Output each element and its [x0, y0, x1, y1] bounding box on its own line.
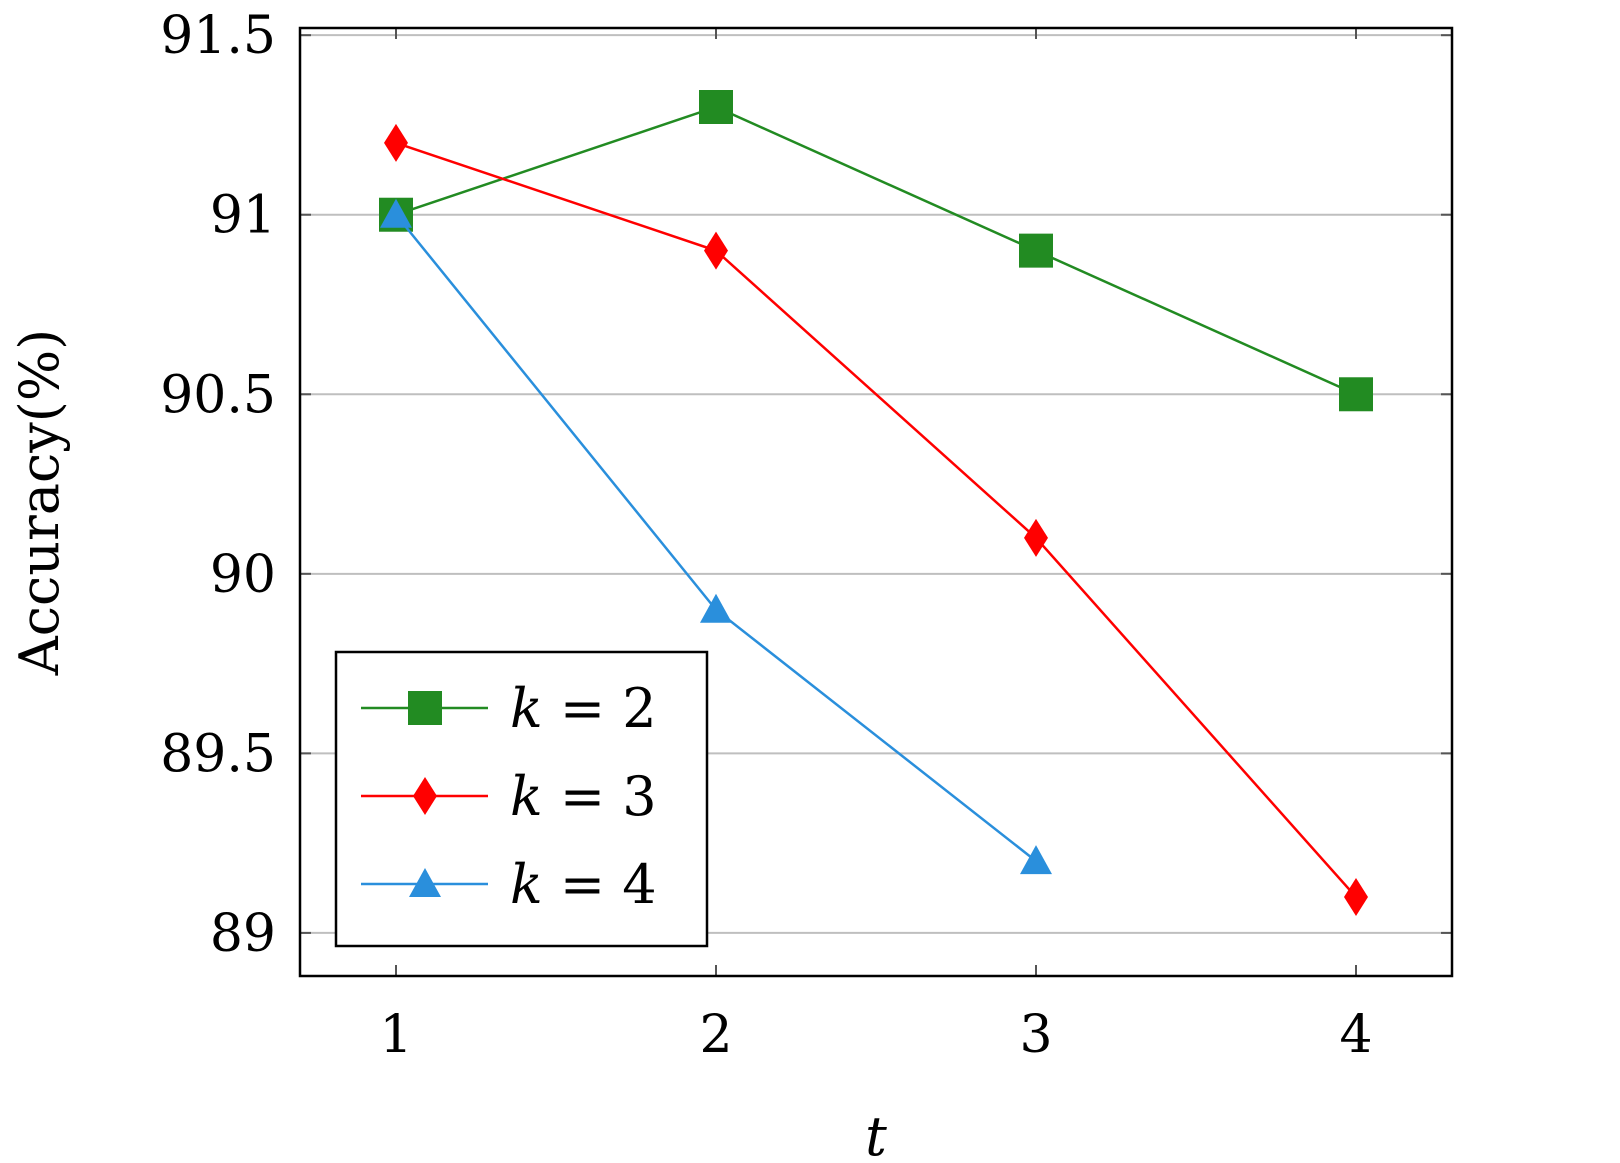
x-tick-label: 4: [1339, 1005, 1372, 1065]
data-point: [380, 198, 412, 228]
x-tick-label: 1: [379, 1005, 412, 1065]
data-point: [1339, 377, 1373, 412]
legend-label: k = 2: [510, 677, 657, 740]
x-tick-label: 2: [699, 1005, 732, 1065]
y-tick-labels: 89 89.5 90 90.5 91 91.5: [160, 6, 276, 964]
data-point: [1344, 878, 1368, 916]
y-tick-label: 90: [210, 545, 276, 605]
series-line: [395, 105, 1357, 396]
axis-ticks: [300, 28, 1452, 976]
series-k-2: [379, 90, 1373, 412]
y-tick-label: 90.5: [160, 365, 276, 425]
series-line: [395, 141, 1357, 898]
legend-entry: k = 2: [361, 677, 657, 740]
data-point: [1019, 233, 1053, 268]
data-point: [384, 123, 408, 162]
y-axis-label: Accuracy(%): [8, 329, 71, 676]
data-point: [700, 593, 732, 623]
legend-entry: k = 3: [361, 765, 657, 828]
legend-marker: [409, 868, 441, 897]
y-tick-label: 91: [210, 186, 276, 246]
legend-entry: k = 4: [361, 853, 657, 916]
legend-entries: k = 2 k = 3 k = 4: [361, 677, 657, 916]
y-tick-label: 91.5: [160, 6, 276, 66]
legend-box: [334, 650, 709, 948]
data-point: [1020, 845, 1052, 875]
x-tick-labels: 1 2 3 4: [379, 1005, 1372, 1065]
legend: k = 2 k = 3 k = 4: [334, 650, 709, 948]
data-series: [379, 90, 1373, 916]
series-k-3: [384, 123, 1368, 916]
data-point: [704, 231, 728, 270]
data-point: [1024, 518, 1048, 557]
y-tick-label: 89.5: [160, 724, 276, 784]
legend-marker: [408, 691, 442, 725]
legend-label: k = 4: [510, 853, 657, 916]
series-k-4: [380, 198, 1052, 875]
x-axis-label: t: [865, 1105, 887, 1163]
y-tick-label: 89: [210, 904, 276, 964]
legend-marker: [413, 777, 437, 815]
x-tick-label: 3: [1019, 1005, 1052, 1065]
data-point: [699, 90, 733, 124]
legend-label: k = 3: [510, 765, 657, 828]
plot-area-frame: [298, 26, 1454, 978]
